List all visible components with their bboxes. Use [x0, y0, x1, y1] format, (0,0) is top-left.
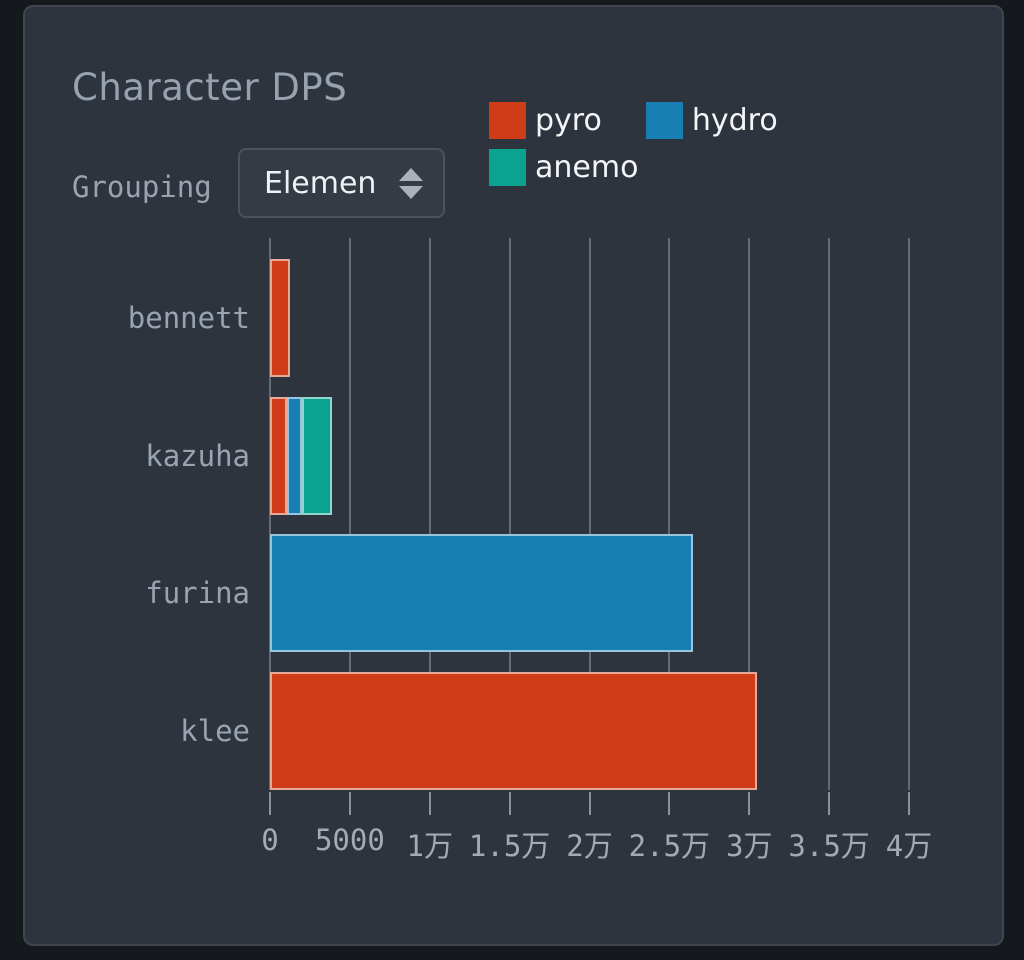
- x-tick-label-4万: 4万: [885, 829, 933, 863]
- x-tick-label-0: 0: [261, 823, 279, 857]
- bar-kazuha-hydro: [286, 396, 302, 515]
- category-label-kazuha: kazuha: [145, 438, 250, 473]
- category-label-furina: furina: [145, 576, 250, 611]
- x-tick-label-2.5万: 2.5万: [628, 829, 711, 863]
- gridline-5000: [348, 238, 351, 790]
- gridline-3万: [748, 238, 751, 790]
- x-tick-label-1万: 1万: [406, 829, 453, 863]
- x-tick-label-5000: 5000: [314, 823, 385, 857]
- bar-klee-pyro: [270, 672, 758, 791]
- gridline-2万: [588, 238, 591, 790]
- x-tick-2.5万: [668, 792, 671, 815]
- legend-swatch-hydro: [645, 102, 683, 139]
- x-tick-4万: [908, 792, 910, 815]
- x-tick-label-2万: 2万: [566, 829, 613, 863]
- gridline-1.5万: [508, 238, 511, 790]
- x-tick-label-3万: 3万: [726, 829, 773, 863]
- x-tick-2万: [588, 792, 591, 815]
- legend: pyro hydro anemo: [489, 102, 805, 186]
- bar-furina-hydro: [270, 534, 694, 653]
- x-tick-3万: [748, 792, 751, 815]
- plot-area: [269, 238, 910, 791]
- legend-label: anemo: [535, 150, 639, 185]
- x-axis: 0 5000 1万 1.5万 2万 2.5万 3万 3.5万 4万: [261, 790, 932, 870]
- category-label-bennett: bennett: [127, 300, 250, 335]
- bar-row-furina: [270, 534, 909, 653]
- category-label-klee: klee: [180, 714, 250, 749]
- bar-row-kazuha: [270, 396, 909, 515]
- bar-kazuha-anemo: [301, 396, 333, 515]
- x-tick-label-3.5万: 3.5万: [788, 829, 870, 863]
- x-tick-label-1.5万: 1.5万: [468, 829, 551, 863]
- x-tick-3.5万: [828, 792, 831, 815]
- legend-item-anemo[interactable]: anemo: [489, 149, 638, 186]
- legend-label: hydro: [691, 103, 778, 138]
- x-tick-1.5万: [508, 792, 511, 815]
- legend-item-hydro[interactable]: hydro: [645, 102, 778, 139]
- grouping-label: Grouping: [72, 170, 212, 204]
- bar-row-bennett: [270, 258, 909, 377]
- gridline-1万: [428, 238, 431, 790]
- legend-swatch-pyro: [489, 102, 526, 139]
- bar-row-klee: [270, 672, 909, 791]
- category-axis: bennett kazuha furina klee: [42, 238, 250, 790]
- legend-label: pyro: [535, 103, 602, 138]
- x-tick-1万: [428, 792, 431, 815]
- chart-title: Character DPS: [72, 66, 348, 109]
- grouping-select-value: Elemen: [264, 165, 377, 201]
- legend-swatch-anemo: [489, 149, 526, 186]
- gridline-3.5万: [828, 238, 831, 790]
- bar-bennett-pyro: [270, 258, 290, 377]
- x-tick-5000: [348, 792, 351, 815]
- gridline-2.5万: [668, 238, 671, 790]
- bar-kazuha-pyro: [270, 396, 287, 515]
- legend-item-pyro[interactable]: pyro: [489, 102, 602, 139]
- x-tick-0: [269, 792, 271, 815]
- select-updown-icon: [399, 167, 423, 199]
- gridline-4万: [908, 238, 910, 790]
- chevron-up-icon: [399, 167, 423, 181]
- chevron-down-icon: [399, 185, 423, 199]
- grouping-select[interactable]: Elemen: [238, 148, 445, 218]
- chart-panel: Character DPS pyro hydro anemo Grouping El…: [23, 5, 1004, 946]
